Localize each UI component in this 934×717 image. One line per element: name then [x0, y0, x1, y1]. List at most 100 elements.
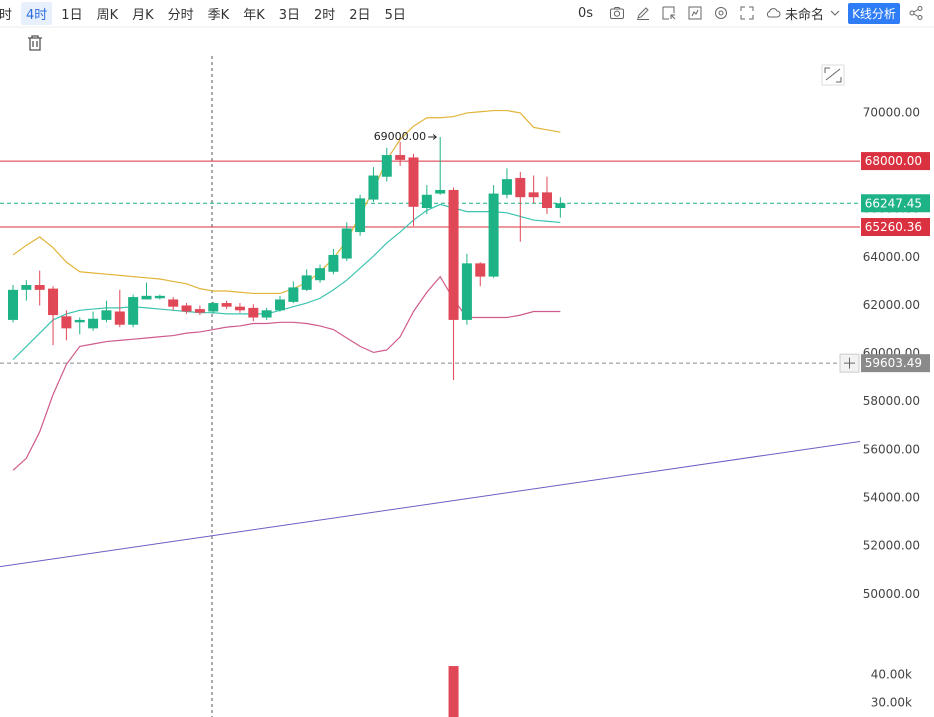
candle-body: [488, 193, 499, 277]
share-icon[interactable]: [908, 5, 924, 21]
indicator-line: [12, 109, 561, 295]
candle-body: [542, 192, 552, 209]
y-tick-label: 56000.00: [863, 442, 920, 456]
period-tab[interactable]: 3日: [278, 7, 300, 23]
candle-body: [408, 157, 419, 207]
candle-body: [555, 203, 566, 209]
toolbar: 时 4时 1日 周K 月K 分时 季K 年K 3日 2时 2日 5日 0s 未命名 K线分析: [0, 0, 934, 26]
candle-body: [21, 285, 32, 290]
settings-icon[interactable]: [713, 5, 729, 21]
price-label: 66247.45: [865, 196, 922, 210]
candle-body: [395, 155, 406, 160]
volume-tick-label: 40.00k: [871, 668, 912, 682]
period-tab[interactable]: 2时: [314, 7, 336, 23]
period-tab[interactable]: 1日: [61, 7, 83, 23]
candle-body: [475, 263, 486, 277]
price-label-box: [861, 152, 930, 171]
y-tick-label: 54000.00: [863, 491, 920, 505]
candle-body: [248, 307, 259, 318]
trend-line: [0, 440, 860, 568]
cloud-icon[interactable]: [765, 5, 781, 21]
fullscreen-icon[interactable]: [739, 5, 755, 21]
period-tab[interactable]: 分时: [167, 7, 194, 23]
candle-body: [315, 268, 326, 281]
add-alert-plus: [844, 357, 855, 369]
candle-body: [381, 155, 392, 177]
candle-body: [275, 299, 285, 311]
draw-icon[interactable]: [635, 5, 651, 21]
candle-body: [128, 297, 139, 325]
candle-body: [34, 285, 45, 290]
candle-body: [181, 305, 192, 312]
trash-icon[interactable]: [28, 35, 42, 51]
period-tab[interactable]: 月K: [132, 7, 154, 23]
max-label: 69000.00: [374, 130, 427, 143]
indicator-icon[interactable]: [687, 5, 703, 21]
y-tick-label: 58000.00: [863, 394, 920, 408]
period-tab[interactable]: 5日: [384, 7, 406, 23]
price-label-box: [861, 194, 930, 213]
candle-body: [168, 299, 179, 307]
price-label: 65260.36: [865, 220, 922, 234]
candle-body: [74, 319, 85, 323]
indicator-line: [12, 203, 561, 361]
candle-body: [48, 288, 59, 316]
period-tabs: 时 4时 1日 周K 月K 分时 季K 年K 3日 2时 2日 5日: [0, 0, 415, 26]
candle-body: [154, 295, 165, 299]
price-label: 68000.00: [865, 154, 922, 168]
camera-icon[interactable]: [609, 5, 625, 21]
candle-body: [88, 318, 99, 329]
candle-body: [421, 194, 432, 209]
candle-body: [501, 179, 512, 195]
candle-body: [61, 316, 72, 329]
indicator-line: [12, 275, 561, 471]
candle-body: [234, 306, 245, 311]
note-icon[interactable]: [661, 5, 677, 21]
period-tab[interactable]: 2日: [349, 7, 371, 23]
period-tab[interactable]: 4时: [21, 1, 53, 25]
layout-name[interactable]: 未命名: [785, 7, 825, 23]
candle-body: [101, 310, 112, 320]
price-label: 59603.49: [865, 356, 922, 370]
price-labels: 68000.00 66247.45 65260.36 59603.49: [839, 152, 930, 373]
y-tick-label: 70000.00: [863, 105, 920, 119]
candle-body: [301, 275, 312, 290]
candle-body: [528, 192, 539, 198]
candle-body: [355, 198, 366, 233]
candle-body: [368, 175, 379, 200]
candle-body: [8, 289, 18, 320]
dropdown-arrow[interactable]: [830, 8, 840, 18]
candle-body: [221, 303, 232, 307]
price-label-box: [861, 218, 930, 237]
y-tick-label: 62000.00: [863, 298, 920, 312]
candle-body: [461, 263, 472, 320]
candle-body: [515, 177, 526, 198]
candle-body: [328, 254, 339, 272]
period-tab[interactable]: 季K: [207, 7, 230, 23]
period-tab[interactable]: 时: [0, 7, 13, 23]
toolbar-right: 0s 未命名 K线分析: [578, 0, 934, 26]
candle-body: [194, 309, 205, 313]
price-label-box: [861, 354, 930, 373]
period-tab[interactable]: 年K: [243, 7, 265, 23]
y-tick-label: 64000.00: [863, 250, 920, 264]
candle-body: [435, 189, 446, 194]
candle-body: [288, 287, 299, 302]
volume-bar: [448, 666, 459, 717]
max-arrow: [428, 134, 437, 140]
candle-body: [341, 228, 352, 259]
plot-area: 69000.00: [0, 109, 860, 717]
analysis-button[interactable]: K线分析: [848, 2, 900, 24]
candle-body: [261, 310, 272, 318]
candle-body: [208, 303, 219, 312]
candle-body: [141, 295, 152, 300]
timer[interactable]: 0s: [578, 5, 594, 21]
candle-body: [114, 311, 125, 325]
y-tick-label: 50000.00: [863, 587, 920, 601]
period-tab[interactable]: 周K: [96, 7, 119, 23]
y-tick-label: 52000.00: [863, 539, 920, 553]
candle-body: [448, 189, 459, 320]
expand-icon[interactable]: [821, 64, 845, 86]
